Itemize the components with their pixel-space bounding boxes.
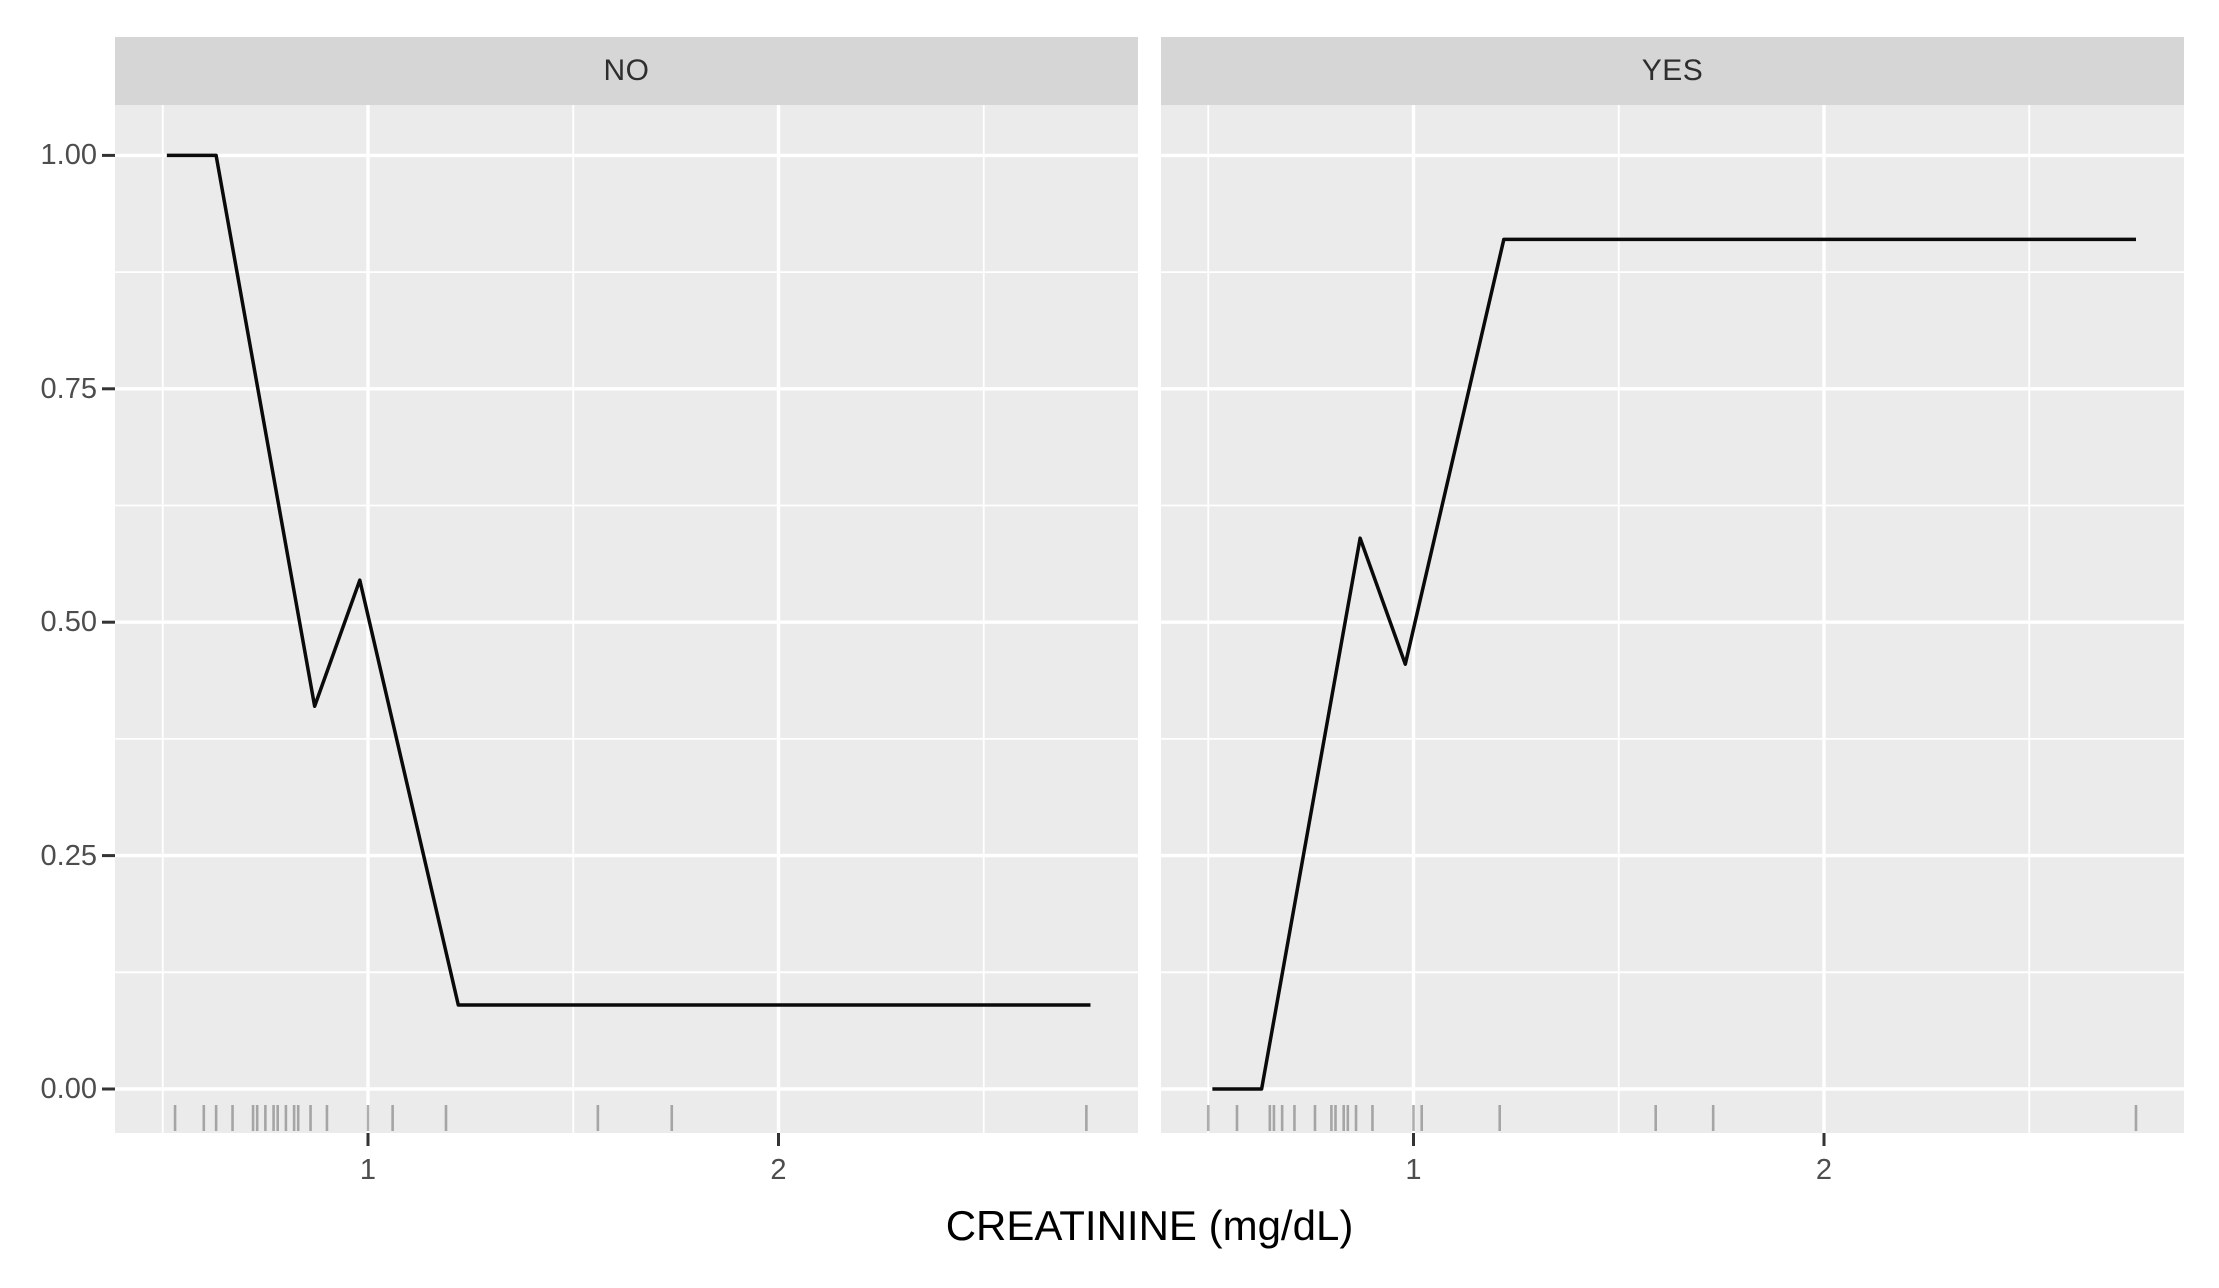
x-tick-label: 2 — [770, 1154, 787, 1186]
probability-line-no — [166, 153, 1091, 1007]
probability-line-yes — [1212, 237, 2136, 1091]
facet-strip-no: NO — [115, 37, 1138, 105]
panel-background-yes — [1161, 105, 2184, 1133]
facet-label-yes: YES — [1641, 54, 1704, 87]
x-tick-label: 1 — [1405, 1154, 1422, 1186]
x-axis-title: CREATININE (mg/dL) — [945, 1202, 1354, 1249]
y-tick-label: 0.75 — [40, 372, 97, 405]
y-tick-label: 1.00 — [40, 139, 97, 172]
facet-label-no: NO — [603, 54, 650, 87]
y-tick-label: 0.50 — [40, 606, 97, 639]
y-tick-label: 0.25 — [40, 839, 97, 872]
panel-background-no — [115, 105, 1138, 1133]
x-tick-label: 2 — [1815, 1154, 1833, 1186]
y-tick-label: 0.00 — [40, 1073, 97, 1105]
x-tick-label: 1 — [359, 1154, 377, 1186]
facet-strip-yes: YES — [1161, 37, 2184, 105]
